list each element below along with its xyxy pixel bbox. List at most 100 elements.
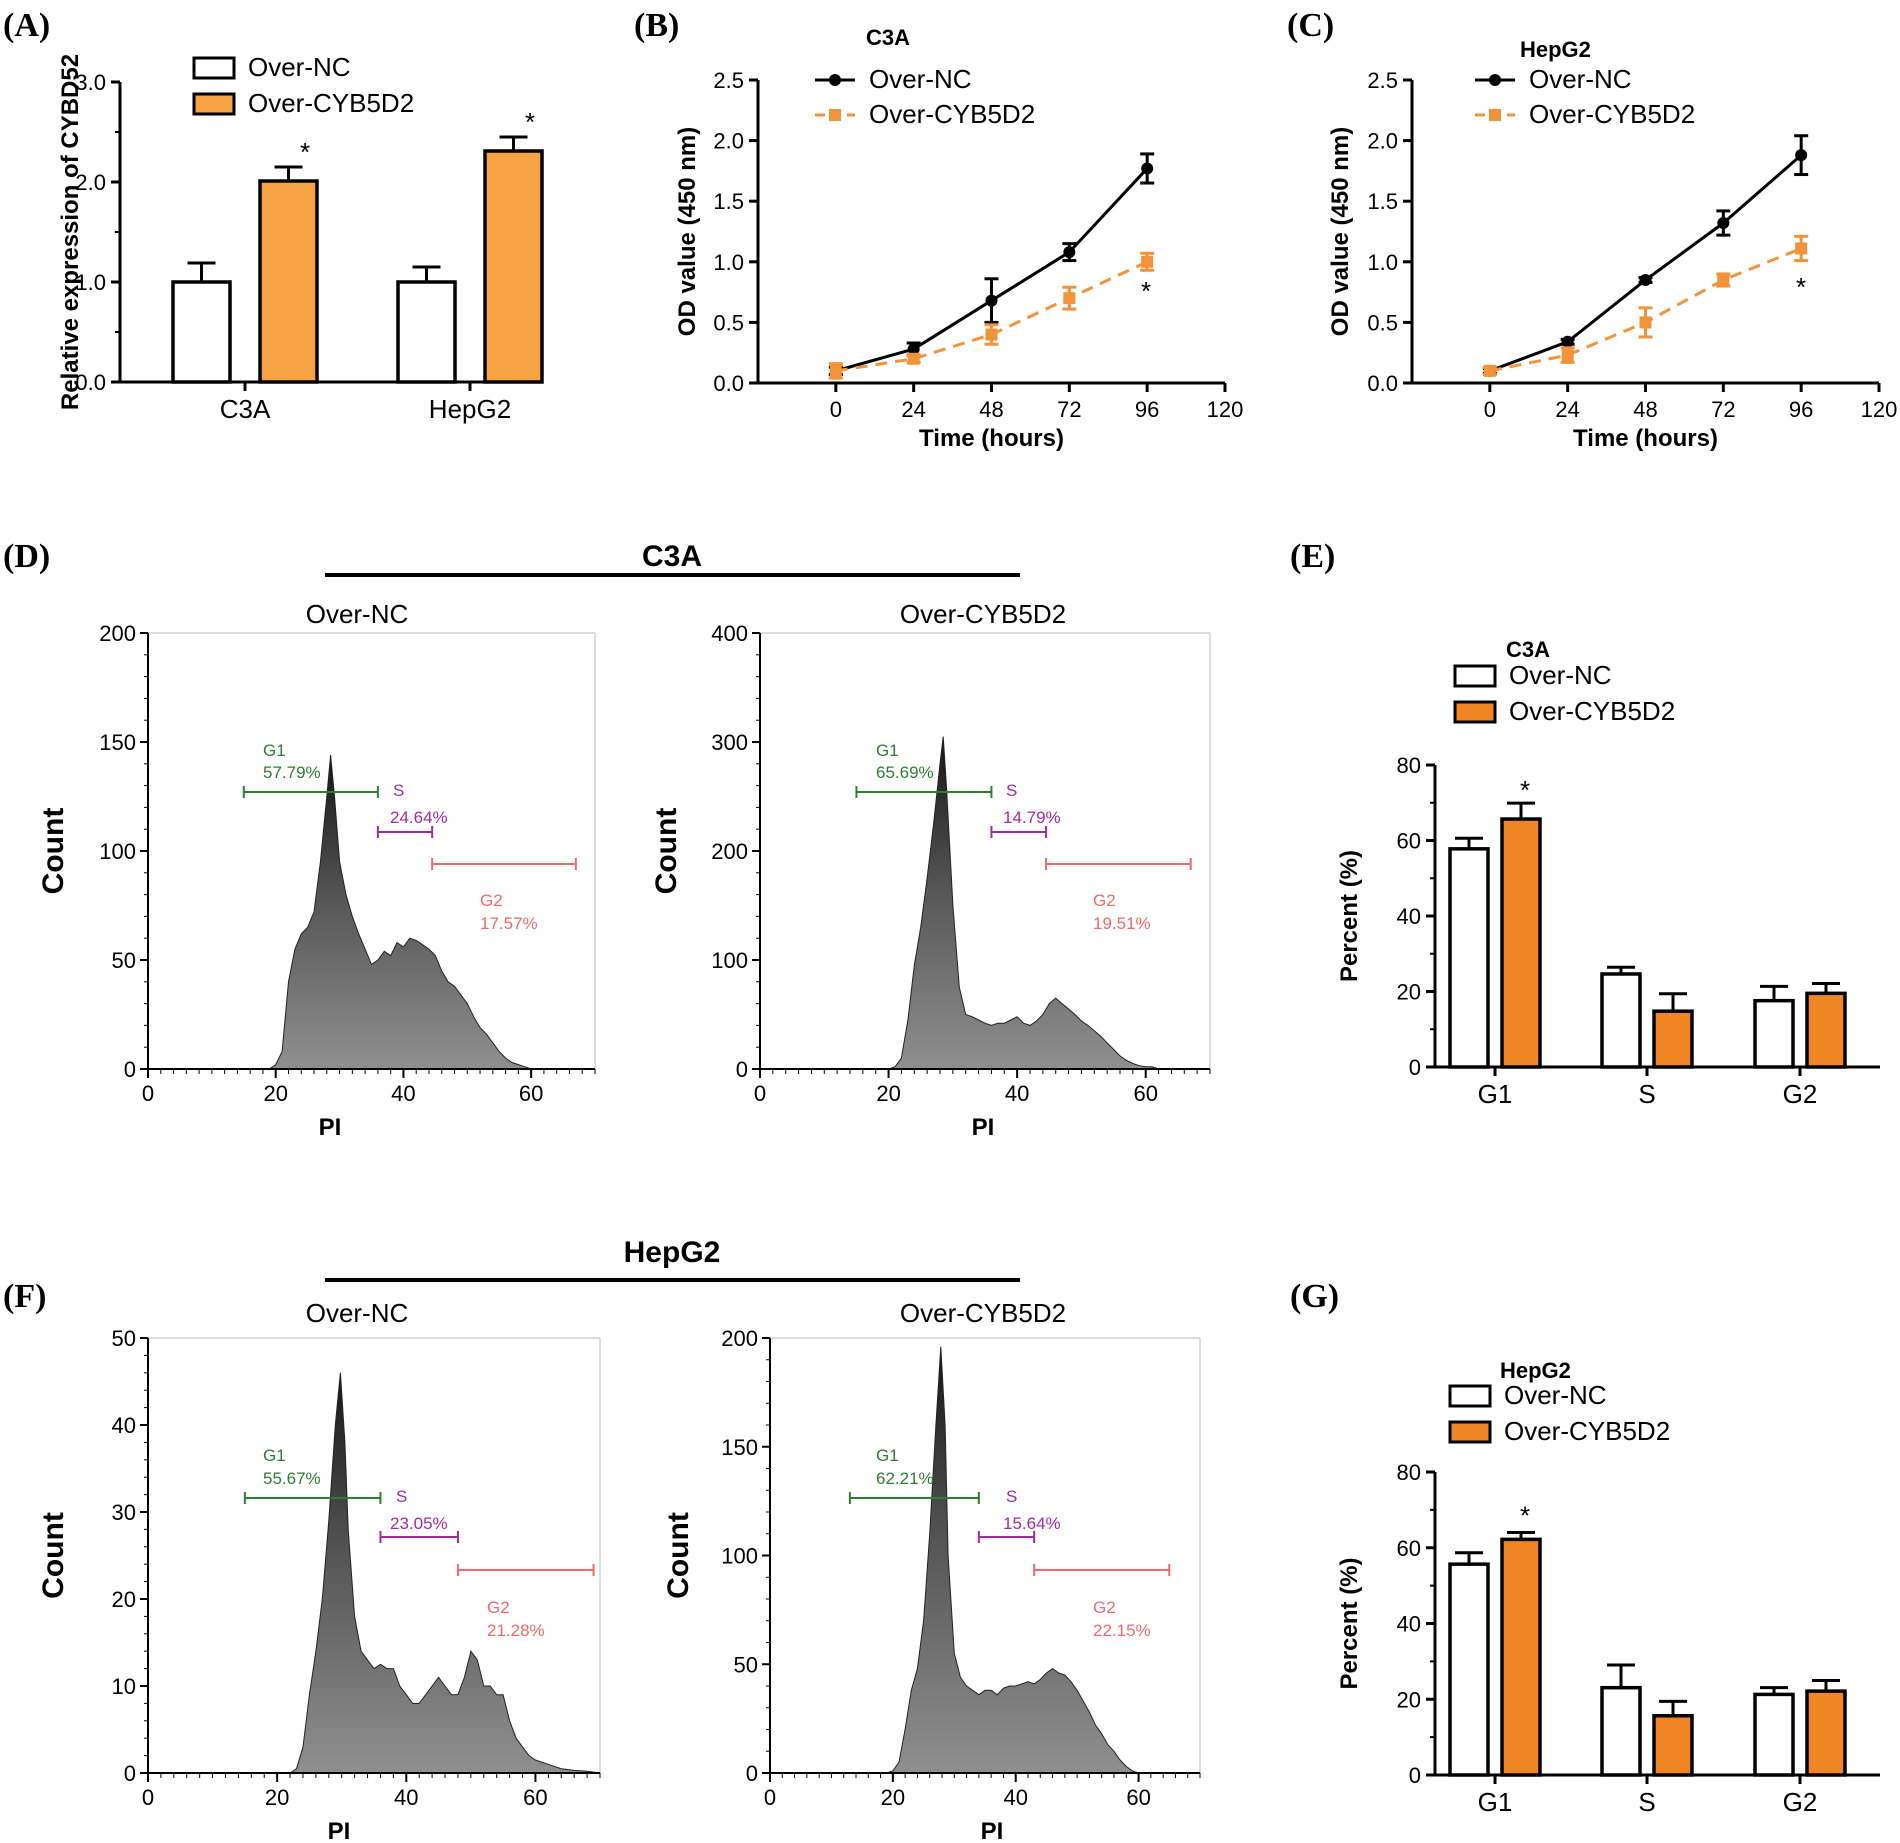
legend-label: Over-NC [1529,64,1632,94]
panel-label-g: (G) [1290,1278,1339,1315]
bar [1600,1685,1642,1777]
legend-label: Over-CYB5D2 [1509,696,1675,726]
data-point [1717,217,1730,230]
legend-swatch [1453,664,1497,688]
gate-percent: 22.15% [1093,1621,1151,1640]
y-tick-label: 0.0 [713,371,744,396]
gate-percent: 55.67% [263,1469,321,1488]
x-tick-label: 20 [263,1081,287,1106]
y-tick-label: 80 [1397,753,1421,778]
data-point [1561,335,1574,348]
y-tick-label: 100 [721,1544,758,1569]
gate-percent: 14.79% [1003,808,1061,827]
data-point [1063,246,1076,259]
x-tick-label: S [1638,1787,1655,1817]
legend-label: Over-CYB5D2 [869,99,1035,129]
histogram-area [770,1346,1200,1774]
legend-marker [1489,74,1501,86]
gate-name: G1 [876,741,899,760]
panel-label-d: (D) [3,538,50,575]
x-tick-label: 0 [830,397,842,422]
x-tick-label: 48 [979,397,1003,422]
data-point [1063,292,1076,305]
x-tick-label: 60 [523,1785,547,1810]
x-tick-label: 60 [1133,1081,1157,1106]
y-tick-label: 150 [721,1435,758,1460]
legend-swatch [192,56,236,80]
gate-percent: 21.28% [487,1621,545,1640]
bar [258,179,319,384]
data-point [1795,242,1808,255]
x-tick-label: 0 [1484,397,1496,422]
x-tick-label: C3A [220,394,271,424]
series-line [1489,154,1803,373]
y-axis-label: Percent (%) [1336,1557,1363,1689]
y-axis-label: Relative expression of CYBD52 [57,54,84,410]
y-tick-label: 1.0 [75,270,106,295]
gate-percent: 23.05% [390,1514,448,1533]
x-tick-label: S [1638,1079,1655,1109]
gate-percent: 57.79% [263,763,321,782]
x-tick-label: 20 [265,1785,289,1810]
y-tick-label: 0.5 [1367,310,1398,335]
bar [1600,972,1642,1069]
gate-name: G2 [480,891,503,910]
group-header-c3a: C3A [642,540,702,573]
gate-name: G2 [1093,1598,1116,1617]
legend-label: Over-CYB5D2 [1529,99,1695,129]
gate-name: G1 [263,1446,286,1465]
data-point [907,343,920,356]
x-tick-label: G2 [1783,1079,1818,1109]
y-axis-label: Count [650,808,683,895]
legend-label: Over-NC [248,52,351,82]
legend-marker [1489,109,1501,121]
y-tick-label: 2.0 [75,170,106,195]
significance-star: * [1796,272,1806,302]
x-tick-label: 0 [764,1785,776,1810]
x-tick-label: 60 [519,1081,543,1106]
x-tick-label: 120 [1861,397,1898,422]
bar [483,149,544,384]
x-tick-label: 0 [142,1081,154,1106]
x-tick-label: 48 [1633,397,1657,422]
bar [1753,1692,1795,1777]
data-point [1639,316,1652,329]
bar [1652,1714,1694,1777]
y-tick-label: 0.0 [75,370,106,395]
gate-name: S [393,781,404,800]
y-tick-label: 100 [711,948,748,973]
y-tick-label: 2.5 [713,68,744,93]
bar [1500,817,1542,1069]
y-tick-label: 2.0 [1367,129,1398,154]
data-point [1639,273,1652,286]
y-tick-label: 3.0 [75,70,106,95]
data-point [1141,162,1154,175]
bar [1805,1689,1847,1777]
legend-swatch [1453,700,1497,724]
y-tick-label: 0.5 [713,310,744,335]
x-tick-label: 20 [876,1081,900,1106]
gate-percent: 17.57% [480,914,538,933]
y-tick-label: 200 [99,621,136,646]
x-tick-label: G2 [1783,1787,1818,1817]
x-axis-label: PI [328,1818,351,1843]
y-tick-label: 50 [112,948,136,973]
chart-title: Over-NC [306,599,409,629]
x-tick-label: 0 [754,1081,766,1106]
legend-swatch [192,92,236,116]
x-axis-label: Time (hours) [1573,425,1718,452]
x-tick-label: 24 [1555,397,1579,422]
y-tick-label: 80 [1397,1460,1421,1485]
x-tick-label: 20 [881,1785,905,1810]
y-tick-label: 0.0 [1367,371,1398,396]
chart-title: C3A [866,25,910,50]
y-tick-label: 20 [1397,1687,1421,1712]
y-tick-label: 200 [711,839,748,864]
y-tick-label: 60 [1397,829,1421,854]
y-tick-label: 50 [112,1326,136,1351]
y-tick-label: 0 [124,1761,136,1786]
chart-title: Over-CYB5D2 [900,1298,1066,1328]
histogram-area [148,1372,601,1774]
x-axis-label: PI [972,1114,995,1141]
